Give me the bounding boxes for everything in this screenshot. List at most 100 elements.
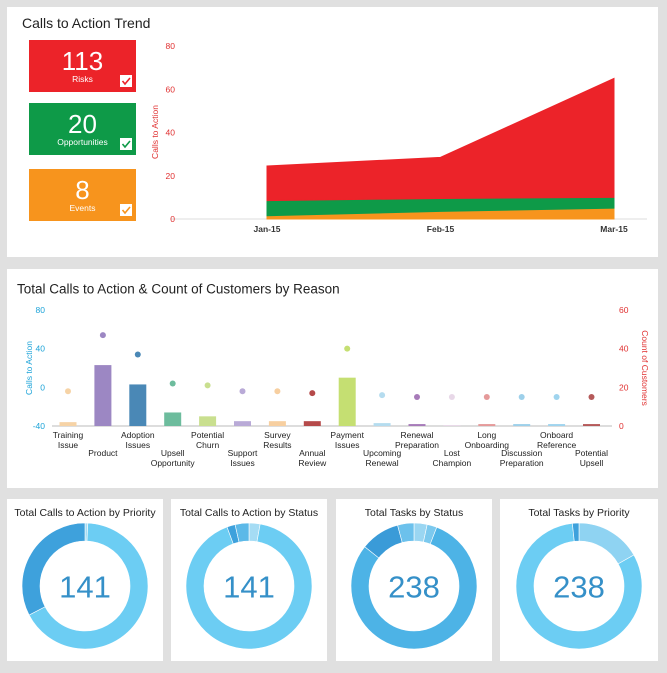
kpi-value: 113: [62, 46, 103, 76]
donut-segment: [28, 522, 149, 650]
donut-panel: Total Tasks by Priority 238: [500, 499, 658, 661]
donut-chart: Total Tasks by Status 238: [350, 507, 478, 650]
point: [344, 345, 351, 352]
kpi-label: Events: [70, 203, 96, 213]
donut-segment: [185, 523, 313, 650]
y-tick-label: 0: [170, 214, 175, 224]
donut-chart: Total Calls to Action by Status 141: [180, 507, 318, 650]
point: [553, 394, 560, 400]
y2-axis-label: Count of Customers: [640, 330, 650, 406]
bar: [338, 377, 356, 426]
x-tick-label: Onboard Reference: [536, 430, 577, 450]
x-tick-label: Payment Issues: [330, 430, 364, 450]
donut-total: 238: [553, 570, 605, 605]
x-tick-label: Potential Churn: [191, 430, 225, 450]
donut-total: 141: [223, 570, 275, 605]
point: [518, 394, 525, 400]
check-icon: [120, 204, 132, 216]
x-tick-label: Long Onboarding: [464, 430, 509, 450]
kpi-value: 20: [68, 109, 97, 139]
point: [379, 392, 386, 399]
reason-chart: Total Calls to Action & Count of Custome…: [17, 282, 650, 432]
y-tick-label: 40: [36, 344, 46, 354]
y-tick-label: 60: [166, 84, 176, 94]
kpi-value: 8: [75, 175, 89, 205]
donut-chart: Total Tasks by Priority 238: [515, 507, 643, 650]
bar: [548, 424, 566, 426]
donut-segment: [350, 526, 478, 650]
x-tick-label: Upsell Opportunity: [150, 448, 195, 468]
check-mark: [121, 77, 131, 86]
y-axis-label: Calls to Action: [24, 341, 34, 395]
point: [204, 382, 211, 389]
point: [588, 394, 595, 400]
panel-title: Calls to Action Trend: [22, 15, 150, 31]
point: [274, 388, 281, 395]
bar: [373, 423, 391, 426]
donut-segment: [234, 522, 250, 543]
kpi-label: Opportunities: [57, 137, 108, 147]
point: [414, 394, 420, 400]
point: [448, 394, 455, 400]
area: [266, 77, 615, 202]
panel-title: Total Calls to Action & Count of Custome…: [17, 282, 340, 297]
check-mark: [121, 206, 131, 215]
point: [483, 394, 490, 400]
donut-total: 141: [59, 570, 111, 605]
donut-panel: Total Calls to Action by Priority 141: [7, 499, 163, 661]
point: [169, 380, 176, 387]
y2-tick-label: 0: [619, 421, 624, 431]
donut-segment: [578, 522, 635, 565]
trend-chart: Calls to Action Trend Calls to Action 11…: [22, 15, 647, 234]
donut-segment: [515, 523, 643, 650]
x-tick-label: Upcoming Renewal: [362, 448, 402, 468]
panel-title: Total Tasks by Priority: [528, 507, 630, 519]
x-tick-label: Product: [88, 448, 118, 458]
bar: [303, 421, 321, 426]
donut-chart: Total Calls to Action by Priority 141: [14, 507, 156, 650]
x-tick-label: Adoption Issues: [121, 430, 155, 450]
bar: [94, 365, 112, 426]
x-tick-label: Feb-15: [427, 224, 455, 234]
bar: [164, 412, 182, 426]
donut-segment: [21, 522, 86, 616]
kpi-tile: [29, 169, 136, 221]
y2-tick-label: 60: [619, 305, 629, 315]
bar: [478, 424, 496, 426]
bar: [59, 422, 77, 426]
donut-segment: [397, 522, 415, 543]
donut-panel: Total Calls to Action by Status 141: [171, 499, 327, 661]
bar: [234, 421, 251, 426]
x-tick-label: Lost Champion: [432, 448, 472, 468]
x-tick-label: Potential Upsell: [574, 448, 609, 468]
y-tick-label: 80: [166, 41, 176, 51]
x-tick-label: Jan-15: [254, 224, 281, 234]
bar: [513, 424, 531, 426]
trend-panel: Calls to Action Trend Calls to Action 11…: [7, 7, 658, 257]
x-tick-label: Renewal Preparation: [395, 430, 439, 450]
panel-title: Total Calls to Action by Priority: [14, 507, 156, 519]
point: [65, 388, 71, 395]
x-tick-label: Survey Results: [263, 430, 292, 450]
point: [309, 390, 316, 397]
bar: [583, 424, 600, 426]
y2-tick-label: 40: [619, 344, 629, 354]
bar: [129, 384, 147, 426]
kpi-label: Risks: [72, 74, 93, 84]
panel-title: Total Calls to Action by Status: [180, 507, 318, 519]
bar: [268, 421, 286, 426]
kpi-tile: [29, 40, 136, 92]
bar: [199, 416, 217, 426]
y-tick-label: 40: [166, 128, 176, 138]
bar: [408, 424, 426, 426]
check-icon: [120, 138, 132, 150]
donut-total: 238: [388, 570, 440, 605]
y-tick-label: 0: [40, 382, 45, 392]
y-tick-label: 20: [166, 171, 176, 181]
point: [134, 351, 141, 358]
x-tick-label: Training Issue: [52, 430, 84, 450]
y-tick-label: 80: [36, 305, 46, 315]
check-mark: [121, 140, 131, 149]
panel-title: Total Tasks by Status: [365, 507, 463, 519]
x-tick-label: Mar-15: [600, 224, 628, 234]
